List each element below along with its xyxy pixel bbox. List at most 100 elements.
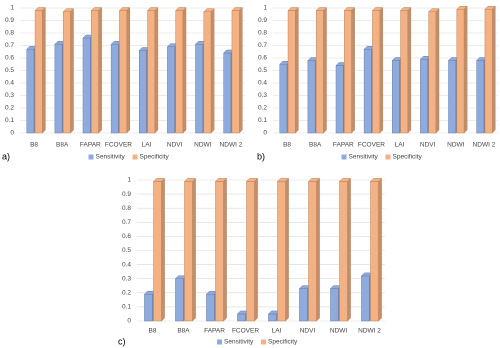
x-tick-label: NDWI 2: [473, 142, 496, 149]
x-tick-label: LAI: [272, 328, 282, 335]
bar-front: [335, 65, 344, 134]
y-tick-label: 0: [10, 130, 14, 137]
bar-front: [308, 181, 317, 322]
y-tick-label: 0.4: [122, 261, 131, 268]
legend-swatch: [132, 154, 138, 160]
x-tick-label: B8: [283, 142, 291, 149]
bar-side: [378, 177, 382, 322]
bar-front: [400, 10, 409, 134]
y-tick-label: 0: [127, 318, 131, 325]
bar-front: [476, 60, 485, 134]
legend-label: Specificity: [393, 154, 423, 161]
panel-label: c): [118, 336, 126, 346]
bar-side: [435, 8, 440, 134]
bar-front: [110, 44, 119, 134]
x-tick-label: FCOVER: [232, 328, 259, 335]
bar-side: [192, 177, 196, 322]
bar: [203, 8, 215, 134]
bar-side: [351, 6, 355, 134]
bar-front: [344, 10, 352, 134]
bar-front: [456, 9, 465, 134]
legend-swatch: [88, 154, 94, 160]
bar-front: [484, 9, 493, 134]
bar: [214, 177, 228, 322]
x-tick-label: NDVI: [167, 142, 183, 149]
x-tick-label: LAI: [142, 142, 152, 149]
bar-front: [175, 10, 184, 134]
x-tick-label: FCOVER: [105, 142, 132, 149]
x-tick-label: NDVI: [300, 328, 316, 335]
bar-side: [98, 6, 102, 134]
x-tick-label: FAPAR: [333, 142, 354, 149]
bar-front: [203, 11, 212, 134]
bar-side: [126, 6, 130, 134]
x-tick-label: B8: [30, 142, 38, 149]
bar: [456, 5, 468, 134]
bar-front: [330, 288, 339, 322]
bar-side: [42, 6, 46, 134]
bar-front: [268, 313, 277, 322]
bar-front: [119, 10, 127, 134]
bar-side: [347, 177, 351, 322]
bar-front: [153, 181, 162, 322]
y-tick-label: 0.4: [258, 80, 267, 87]
bar-side: [182, 6, 187, 134]
bar: [34, 6, 46, 134]
bar-front: [26, 49, 35, 134]
y-tick-label: 0.7: [5, 42, 14, 49]
legend-swatch: [385, 154, 391, 160]
bar-front: [175, 278, 184, 322]
bar-front: [195, 44, 204, 134]
bar: [428, 8, 440, 134]
y-tick-label: 0.5: [122, 247, 131, 254]
bar: [315, 6, 328, 134]
x-tick-label: B8A: [309, 142, 322, 149]
bar: [287, 6, 299, 134]
bar: [183, 177, 197, 322]
bar-side: [295, 6, 299, 134]
bar: [90, 6, 103, 134]
x-tick-label: FAPAR: [204, 328, 225, 335]
y-tick-label: 0.3: [122, 275, 131, 282]
y-tick-label: 0.5: [258, 67, 267, 74]
y-tick-label: 0.6: [258, 55, 267, 62]
bar-front: [339, 181, 348, 322]
y-tick-label: 0.7: [122, 219, 131, 226]
bar-front: [246, 181, 255, 322]
bar-side: [492, 5, 496, 134]
y-tick-label: 0.8: [258, 30, 267, 37]
x-tick-label: B8A: [56, 142, 69, 149]
legend-label: Sensitivity: [349, 154, 379, 161]
bar-front: [215, 181, 224, 322]
bar-side: [285, 177, 289, 322]
bar-front: [299, 288, 308, 322]
bar-side: [223, 177, 227, 322]
y-tick-label: 0.5: [5, 67, 14, 74]
y-tick-label: 0.7: [258, 42, 267, 49]
bar-front: [315, 10, 324, 134]
bar-side: [210, 8, 215, 134]
bar-side: [254, 177, 258, 322]
y-tick-label: 1: [10, 5, 14, 12]
legend-swatch: [217, 339, 222, 345]
bar-side: [407, 6, 412, 134]
y-tick-label: 0.1: [122, 304, 131, 311]
bar-front: [448, 60, 457, 134]
y-tick-label: 0.1: [258, 117, 267, 124]
bar-side: [463, 5, 468, 134]
y-tick-label: 0.2: [258, 105, 267, 112]
x-tick-label: NDWI 2: [358, 328, 381, 335]
bar: [245, 177, 259, 322]
x-tick-label: NDVI: [420, 142, 436, 149]
legend-label: Specificity: [268, 339, 298, 346]
bar: [276, 177, 290, 322]
y-tick-label: 0.8: [122, 205, 131, 212]
panel-label: a): [2, 151, 10, 161]
bar: [118, 6, 131, 134]
x-tick-label: B8A: [177, 328, 190, 335]
x-tick-label: B8: [149, 328, 157, 335]
legend-swatch: [341, 154, 347, 160]
x-tick-label: NDWI: [447, 142, 465, 149]
x-tick-label: NDWI: [330, 328, 348, 335]
